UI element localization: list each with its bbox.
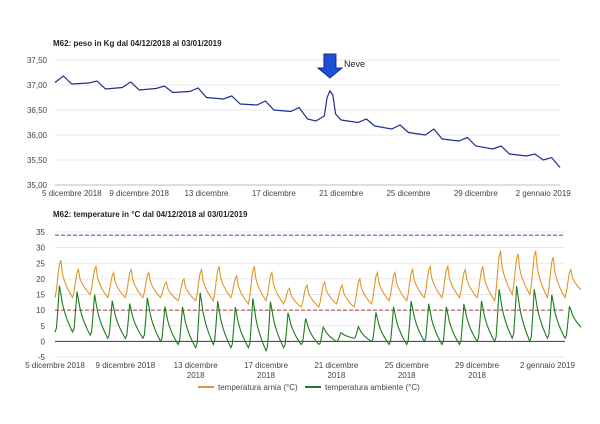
weight-x-tick-label: 5 dicembre 2018 <box>42 189 102 198</box>
temperature-y-tick-label: 15 <box>36 291 45 300</box>
snow-arrow-icon <box>316 53 344 79</box>
legend-label: temperatura ambiente (°C) <box>325 383 420 392</box>
weight-x-tick-label: 21 dicembre <box>319 189 364 198</box>
weight-y-tick-label: 37,50 <box>27 56 48 65</box>
temperature-x-tick-label: 9 dicembre 2018 <box>96 361 156 370</box>
weight-y-tick-label: 36,50 <box>27 106 48 115</box>
temperature-x-tick-label: 17 dicembre <box>244 361 289 370</box>
temperature-x-tick-year: 2018 <box>468 371 486 380</box>
temperature-x-tick-year: 2018 <box>398 371 416 380</box>
temperature-y-tick-label: 35 <box>36 228 45 237</box>
weight-y-tick-label: 36,00 <box>27 131 48 140</box>
temperature-y-tick-label: 10 <box>36 306 45 315</box>
weight-chart-title: M62: peso in Kg dal 04/12/2018 al 03/01/… <box>53 39 222 48</box>
ambient-temperature-line <box>54 285 582 353</box>
weight-x-tick-label: 9 dicembre 2018 <box>109 189 169 198</box>
weight-y-tick-label: 37,00 <box>27 81 48 90</box>
temperature-chart: M62: temperature in °C dal 04/12/2018 al… <box>25 210 582 392</box>
temperature-y-tick-label: 30 <box>36 244 45 253</box>
weight-y-tick-label: 35,00 <box>27 181 48 190</box>
weight-series-line <box>54 75 561 168</box>
temperature-x-tick-label: 13 dicembre <box>174 361 219 370</box>
temperature-x-tick-label: 21 dicembre <box>314 361 359 370</box>
temperature-y-tick-label: 20 <box>36 275 45 284</box>
temperature-x-tick-year: 2018 <box>187 371 205 380</box>
weight-x-tick-label: 17 dicembre <box>252 189 297 198</box>
snow-annotation-label: Neve <box>344 59 365 69</box>
temperature-y-tick-label: -5 <box>38 353 46 362</box>
legend-label: temperatura arnia (°C) <box>218 383 298 392</box>
weight-chart: M62: peso in Kg dal 04/12/2018 al 03/01/… <box>27 39 571 198</box>
temperature-x-tick-label: 29 dicembre <box>455 361 500 370</box>
temperature-x-tick-year: 2018 <box>257 371 275 380</box>
temperature-y-tick-label: 5 <box>41 322 46 331</box>
temperature-x-tick-label: 2 gennaio 2019 <box>520 361 576 370</box>
weight-x-tick-label: 25 dicembre <box>386 189 431 198</box>
temperature-y-tick-label: 0 <box>41 337 46 346</box>
temperature-x-tick-year: 2018 <box>327 371 345 380</box>
weight-x-tick-label: 13 dicembre <box>184 189 229 198</box>
temperature-x-tick-label: 5 dicembre 2018 <box>25 361 85 370</box>
weight-x-tick-label: 29 dicembre <box>454 189 499 198</box>
temperature-chart-title: M62: temperature in °C dal 04/12/2018 al… <box>53 210 248 219</box>
weight-x-tick-label: 2 gennaio 2019 <box>516 189 572 198</box>
temperature-y-tick-label: 25 <box>36 259 45 268</box>
hive-temperature-line <box>54 250 582 309</box>
weight-y-tick-label: 35,50 <box>27 156 48 165</box>
temperature-x-tick-label: 25 dicembre <box>385 361 430 370</box>
